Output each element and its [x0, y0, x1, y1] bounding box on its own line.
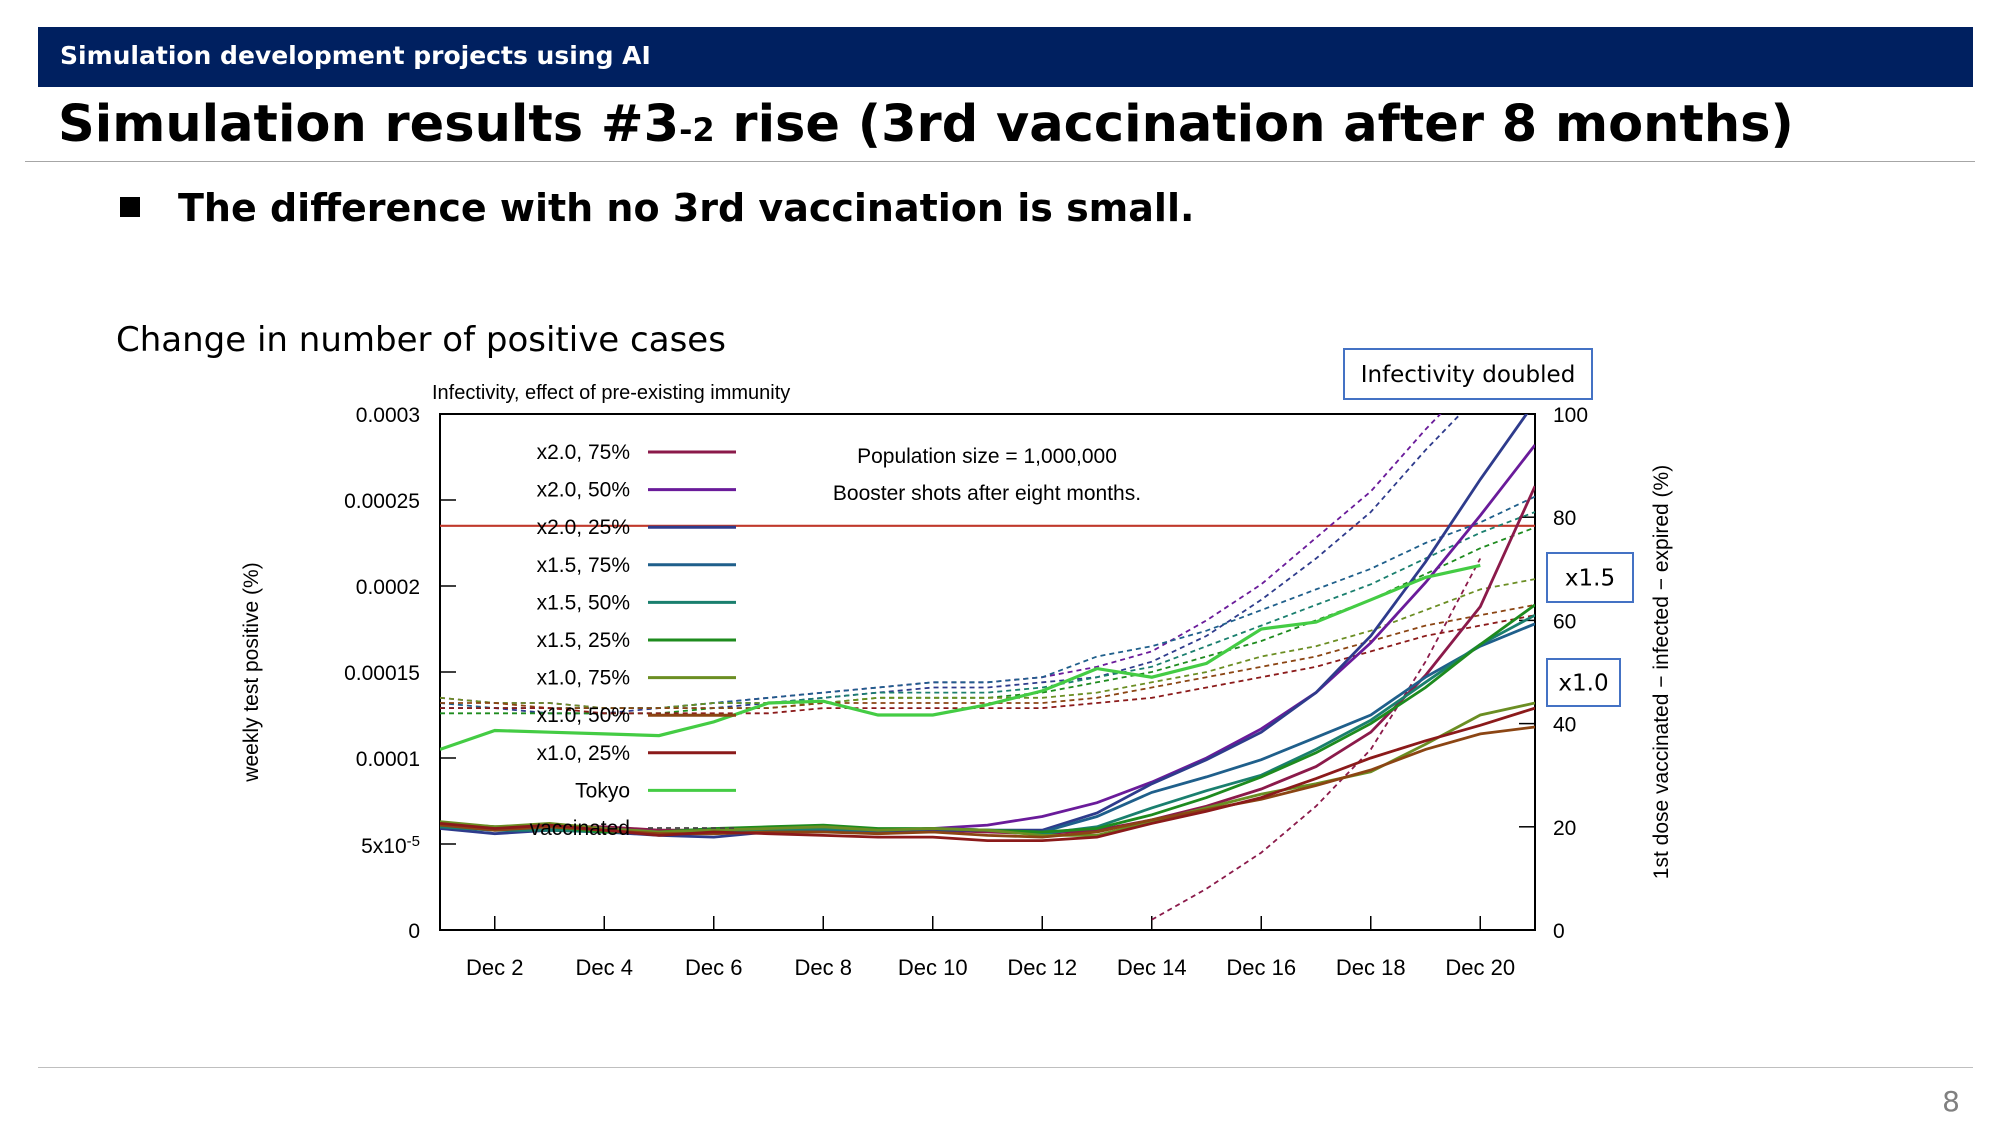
chart-subtitle: Infectivity, effect of pre-existing immu…: [432, 382, 790, 404]
y-tick-label: 5x10-5: [361, 833, 420, 858]
legend-label: x1.5, 75%: [537, 554, 630, 577]
section-header-band: Simulation development projects using AI: [38, 27, 1973, 87]
vaccinated-line: [440, 414, 1442, 709]
chart-heading: Change in number of positive cases: [116, 320, 726, 360]
vaccinated-line: [1151, 558, 1482, 921]
x-tick-label: Dec 4: [576, 955, 633, 980]
legend-label: Tokyo: [575, 779, 630, 802]
title-small: -2: [679, 111, 715, 149]
callout-x10-box: [1546, 658, 1621, 707]
y-tick-exponent: -5: [407, 833, 420, 850]
x-tick-label: Dec 2: [466, 955, 523, 980]
footer-divider: [38, 1067, 1973, 1068]
title-divider: [25, 161, 1975, 162]
x-tick-label: Dec 14: [1117, 955, 1187, 980]
y2-tick-label: 60: [1553, 610, 1576, 633]
x-tick-label: Dec 20: [1445, 955, 1515, 980]
square-bullet-icon: [120, 197, 140, 217]
y-axis-label: weekly test positive (%): [240, 562, 263, 782]
series-line: [440, 706, 1535, 842]
y2-axis-label: 1st dose vaccinated − infected − expired…: [1650, 465, 1673, 879]
y2-tick-label: 40: [1553, 714, 1576, 737]
x-tick-label: Dec 16: [1226, 955, 1296, 980]
y2-tick-label: 80: [1553, 507, 1576, 530]
legend-label: x1.5, 50%: [537, 591, 630, 614]
title-main: Simulation results #3: [58, 95, 680, 154]
y-tick-label: 0.00025: [344, 490, 420, 513]
bullet-text: The difference with no 3rd vaccination i…: [178, 186, 1195, 230]
legend-label: vaccinated: [530, 817, 630, 840]
callout-x15-text: x1.5: [1565, 566, 1615, 592]
legend-label: x1.0, 75%: [537, 667, 630, 690]
y-tick-label: 0: [408, 920, 420, 943]
y-tick-label: 0.0001: [356, 748, 420, 771]
callout-x15-box: [1546, 552, 1634, 603]
y-tick-label: 0.0002: [356, 576, 420, 599]
y2-tick-label: 100: [1553, 404, 1588, 427]
legend-label: x2.0, 50%: [537, 479, 630, 502]
legend-label: x2.0, 25%: [537, 516, 630, 539]
y-tick-label: 0.0003: [356, 404, 420, 427]
section-header-text: Simulation development projects using AI: [60, 41, 651, 70]
y2-tick-label: 20: [1553, 817, 1576, 840]
x-tick-label: Dec 10: [898, 955, 968, 980]
callout-x10-text: x1.0: [1558, 671, 1608, 697]
title-rest: rise (3rd vaccination after 8 months): [714, 95, 1794, 154]
vaccinated-line: [440, 614, 1535, 715]
series-line: [440, 485, 1535, 836]
bullet-point: The difference with no 3rd vaccination i…: [120, 186, 1194, 230]
x-tick-label: Dec 12: [1007, 955, 1077, 980]
x-tick-label: Dec 6: [685, 955, 742, 980]
chart-annotation: Population size = 1,000,000: [857, 445, 1117, 468]
legend-label: x1.0, 50%: [537, 704, 630, 727]
page-number: 8: [1942, 1085, 1960, 1118]
legend-label: x1.5, 25%: [537, 629, 630, 652]
y2-tick-label: 0: [1553, 920, 1565, 943]
chart-annotation: Booster shots after eight months.: [833, 482, 1141, 505]
vaccinated-line: [440, 604, 1535, 709]
slide-title: Simulation results #3-2 rise (3rd vaccin…: [58, 95, 1794, 154]
callout-infectivity-doubled-box: [1343, 348, 1593, 400]
x-tick-label: Dec 8: [795, 955, 852, 980]
y-tick-label: 0.00015: [344, 662, 420, 685]
series-line: [440, 563, 1481, 751]
legend-label: x1.0, 25%: [537, 742, 630, 765]
x-tick-label: Dec 18: [1336, 955, 1406, 980]
callout-infectivity-doubled-text: Infectivity doubled: [1361, 362, 1576, 388]
legend-label: x2.0, 75%: [537, 441, 630, 464]
